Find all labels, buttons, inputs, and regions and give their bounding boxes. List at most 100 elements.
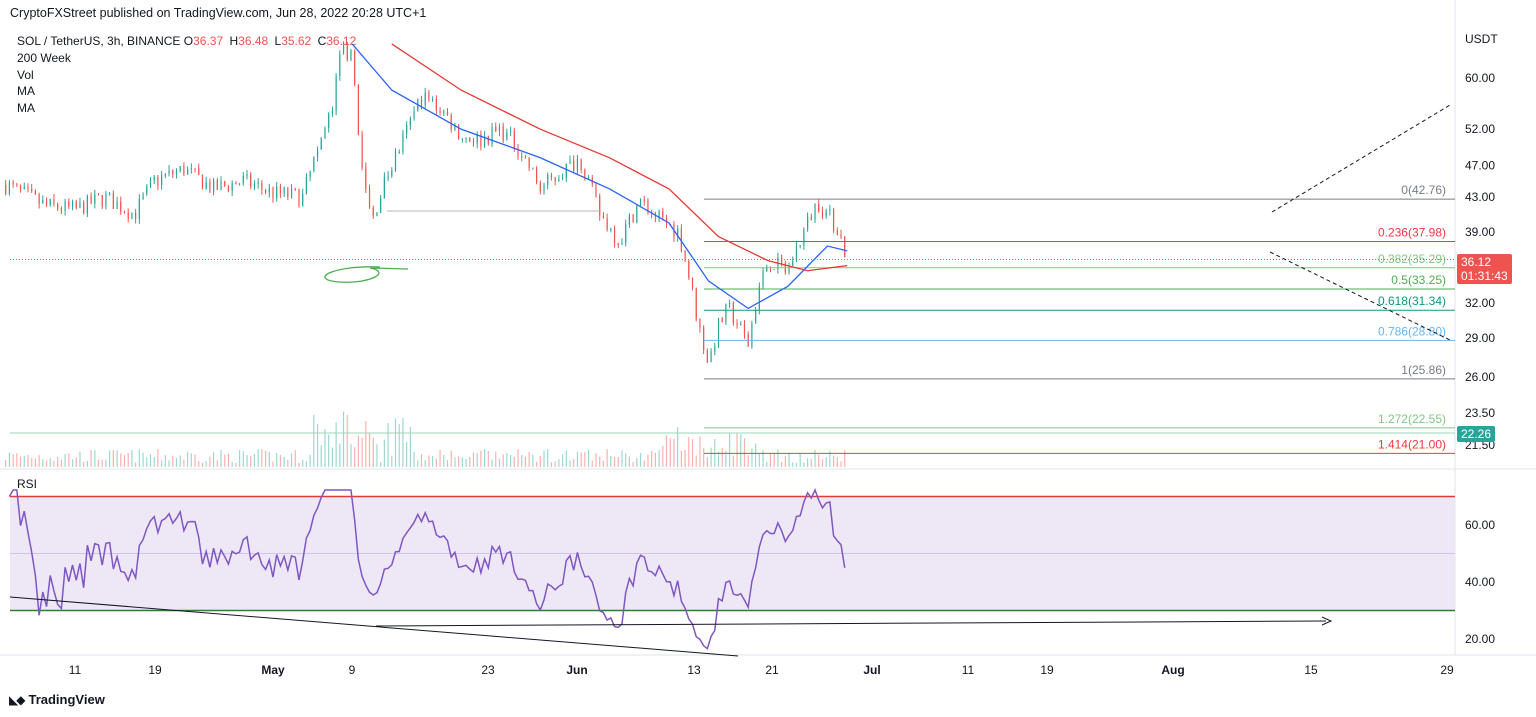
volume-bar — [53, 460, 55, 467]
candle-body — [42, 200, 44, 204]
tradingview-logo[interactable]: ◣◆ TradingView — [9, 692, 105, 707]
indicator-ma-blue[interactable]: MA — [17, 84, 35, 99]
volume-bar — [250, 456, 252, 467]
volume-bar — [19, 456, 22, 467]
candle-body — [328, 113, 330, 128]
volume-bar — [235, 462, 237, 467]
fib-level-label: 0.786(28.80) — [1378, 324, 1446, 338]
volume-bar — [168, 460, 170, 467]
user-drawings — [324, 104, 1453, 342]
volume-bar — [361, 437, 363, 467]
candle-body — [710, 351, 712, 363]
volume-bar — [569, 460, 571, 467]
candle-body — [725, 304, 727, 323]
volume-bar — [298, 462, 300, 467]
volume-bar — [42, 459, 44, 467]
volume-bar — [38, 455, 40, 467]
x-tick-label: Jun — [566, 663, 587, 677]
green-freehand-drawing — [324, 266, 409, 283]
x-tick-label: Aug — [1161, 663, 1184, 677]
symbol-label[interactable]: SOL / TetherUS, 3h, BINANCE — [17, 34, 181, 48]
candle-body — [510, 131, 512, 133]
candle-body — [34, 190, 36, 195]
volume-bar — [836, 457, 838, 467]
volume-bar — [8, 452, 11, 467]
publish-info: CryptoFXStreet published on TradingView.… — [10, 6, 427, 20]
volume-bar — [814, 450, 816, 467]
volume-bar — [105, 459, 107, 467]
last-price-tag: 36.12 01:31:43 — [1457, 254, 1512, 284]
candle-body — [8, 182, 11, 194]
indicator-ma-red[interactable]: MA — [17, 101, 35, 116]
x-tick-label: 29 — [1440, 663, 1454, 677]
candle-body — [19, 184, 22, 189]
volume-bar — [335, 422, 337, 467]
symbol-row[interactable]: SOL / TetherUS, 3h, BINANCE O36.37 H36.4… — [17, 33, 359, 50]
candle-body — [16, 184, 18, 186]
candle-body — [658, 210, 660, 217]
candle-body — [105, 193, 107, 206]
candle-body — [424, 92, 426, 105]
candle-body — [298, 189, 300, 206]
volume-bar — [465, 459, 467, 467]
volume-bar — [79, 451, 81, 467]
candle-body — [83, 202, 85, 214]
indicator-volume[interactable]: Vol — [17, 67, 34, 82]
volume-bar — [799, 453, 801, 467]
candle-body — [368, 188, 371, 208]
candle-body — [613, 228, 616, 244]
volume-bar — [398, 424, 400, 467]
volume-bar — [68, 453, 70, 467]
indicator-200-week[interactable]: 200 Week — [17, 50, 71, 65]
candle-body — [264, 189, 267, 193]
y-tick-label: 23.50 — [1465, 406, 1495, 420]
fib-level-label: 0.618(31.34) — [1378, 294, 1446, 308]
candle-body — [194, 168, 196, 170]
volume-bar — [684, 449, 686, 467]
candle-body — [781, 257, 783, 264]
candle-body — [736, 323, 738, 326]
volume-bar — [413, 451, 415, 467]
volume-bar — [469, 456, 471, 467]
volume-bar — [60, 459, 62, 467]
candle-body — [209, 181, 211, 192]
candle-body — [175, 170, 178, 175]
candle-body — [755, 309, 757, 324]
candle-body — [31, 188, 33, 191]
volume-bar — [450, 450, 452, 467]
candle-body — [825, 210, 827, 217]
volume-bar — [94, 450, 96, 467]
candle-body — [313, 157, 315, 171]
candle-body — [142, 194, 144, 199]
candle-body — [446, 111, 449, 115]
volume-bar — [172, 455, 174, 467]
volume-bar — [242, 451, 244, 467]
candle-body — [112, 193, 114, 209]
volume-bar — [647, 454, 649, 467]
candle-body — [476, 133, 478, 144]
volume-bar — [595, 453, 597, 467]
candle-body — [729, 303, 731, 305]
volume-bar — [472, 452, 475, 467]
rsi-pane-label[interactable]: RSI — [17, 477, 38, 491]
candle-body — [691, 277, 694, 289]
volume-bar — [417, 460, 419, 467]
volume-bar — [625, 453, 627, 467]
candle-body — [335, 75, 337, 111]
volume-bar — [294, 450, 296, 467]
volume-bar — [246, 454, 248, 467]
volume-bar — [31, 458, 33, 467]
volume-bar — [651, 451, 653, 467]
volume-bar — [573, 459, 575, 467]
volume-bar — [832, 455, 835, 467]
candle-body — [127, 212, 129, 219]
candle-body — [543, 185, 545, 192]
volume-bar — [628, 456, 630, 467]
volume-bar — [665, 435, 668, 467]
moving-average-line — [391, 43, 848, 272]
volume-bar — [495, 451, 497, 467]
candle-body — [587, 178, 590, 180]
candle-body — [346, 42, 348, 61]
candle-body — [94, 194, 96, 204]
